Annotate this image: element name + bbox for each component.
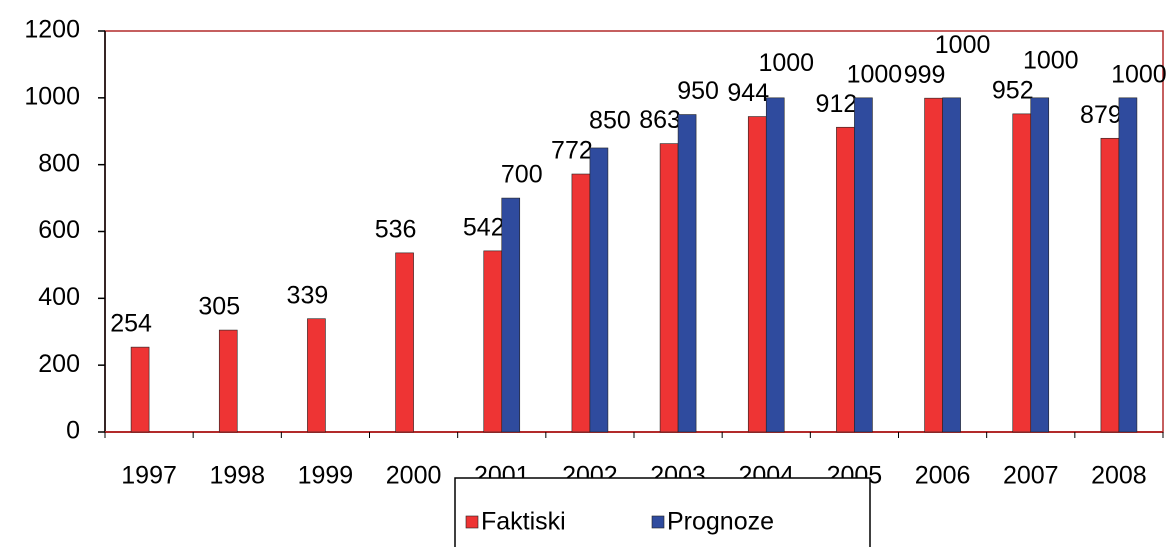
data-label: 850 [589,107,631,135]
bar [395,252,414,433]
bar [765,97,785,433]
data-label: 772 [551,137,593,165]
bar [1030,97,1050,433]
bar [218,329,238,433]
y-tick-label: 400 [38,283,80,311]
data-label: 1000 [847,60,903,88]
bar [307,318,326,433]
x-tick-label: 2000 [386,462,442,490]
legend-label: Prognoze [667,508,774,536]
data-label: 944 [727,79,769,107]
data-label: 1000 [758,49,814,77]
y-tick-label: 1200 [24,16,80,44]
legend-label: Faktiski [481,508,566,536]
bar [942,97,961,433]
data-label: 254 [110,310,152,338]
x-tick-label: 2008 [1091,462,1147,490]
bar [501,197,521,433]
y-tick-label: 800 [38,149,80,177]
bar [1100,137,1120,433]
data-label: 863 [639,106,681,134]
data-label: 305 [198,293,240,321]
bar [836,126,855,433]
bar [854,97,873,433]
bar [677,114,697,433]
data-label: 1000 [1023,46,1079,74]
legend-swatch [651,515,665,529]
y-tick-label: 200 [38,350,80,378]
bar [659,143,679,433]
legend-swatch [465,515,479,529]
y-tick-label: 0 [66,417,80,445]
data-label: 339 [287,281,329,309]
data-label: 542 [463,213,505,241]
data-label: 952 [992,76,1034,104]
y-tick-label: 600 [38,216,80,244]
bar [589,147,609,433]
data-label: 879 [1080,101,1122,129]
data-label: 912 [816,90,858,118]
x-tick-label: 1999 [298,462,354,490]
data-label: 536 [375,215,417,243]
x-tick-label: 1997 [121,462,177,490]
data-label: 950 [677,77,719,105]
data-label: 1000 [935,31,991,59]
data-label: 1000 [1111,60,1167,88]
x-tick-label: 2006 [915,462,971,490]
bar [571,173,591,433]
bar [130,346,150,433]
y-tick-label: 1000 [24,82,80,110]
legend [454,477,871,547]
bar [483,250,503,433]
bar [1012,113,1032,433]
bar [747,116,767,433]
bar [924,97,943,433]
data-label: 700 [501,161,543,189]
x-tick-label: 1998 [209,462,265,490]
data-label: 999 [904,61,946,89]
bar [1118,97,1138,433]
x-tick-label: 2007 [1003,462,1059,490]
